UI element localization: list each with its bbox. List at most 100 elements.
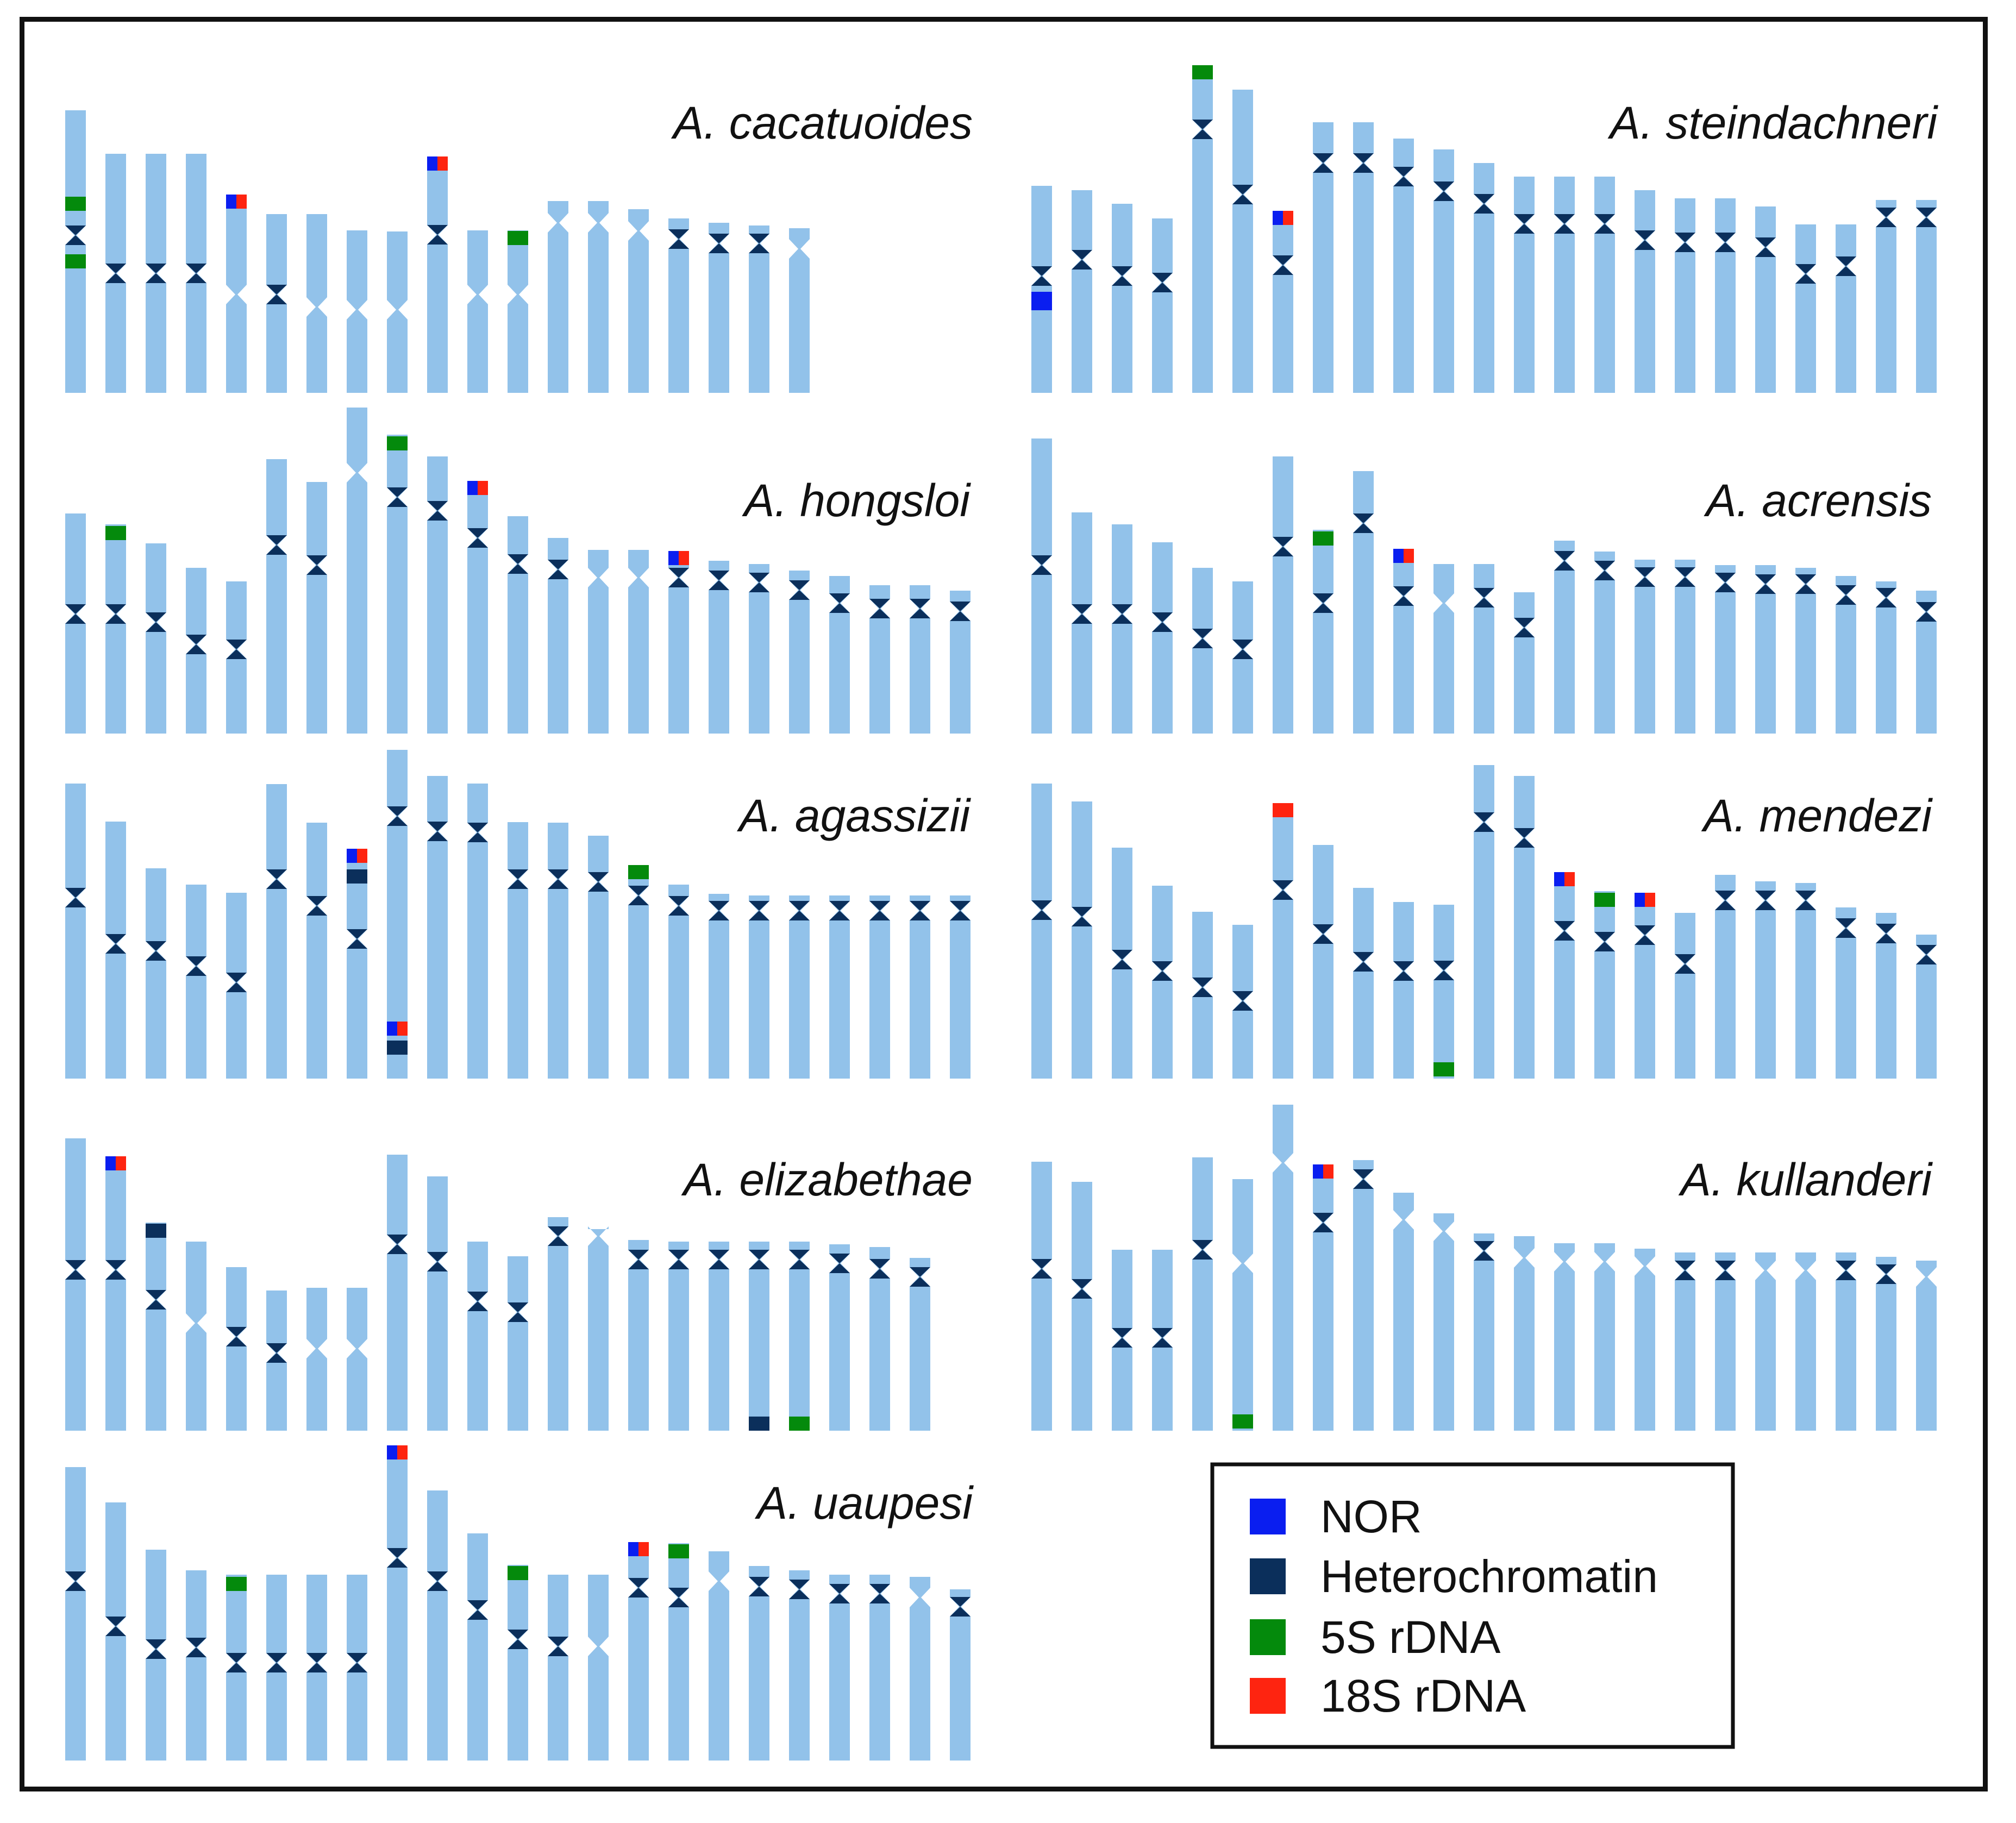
karyotype-panel: A. kullanderi <box>1031 1105 1937 1431</box>
18s-rdna-signal <box>397 1445 408 1459</box>
5s-rdna-signal <box>668 1544 689 1558</box>
chromosome-body <box>1795 883 1816 1079</box>
18s-rdna-signal <box>397 1022 408 1036</box>
chromosome <box>1112 1250 1132 1431</box>
chromosome-body <box>588 1226 609 1431</box>
18s-rdna-signal <box>1283 211 1293 225</box>
centromere-heterochromatin <box>1393 961 1414 981</box>
chromosome-body <box>427 456 448 734</box>
centromere-heterochromatin <box>709 234 729 253</box>
chromosome <box>1072 1182 1092 1431</box>
centromere-heterochromatin <box>548 560 568 579</box>
legend-box <box>1210 1462 1735 1749</box>
centromere-heterochromatin <box>749 1250 769 1269</box>
chromosome-body <box>910 895 930 1079</box>
chromosome <box>1594 1243 1615 1431</box>
chromosome <box>1836 224 1856 393</box>
nor-signal <box>347 849 357 863</box>
chromosome <box>467 1533 488 1761</box>
centromere-heterochromatin <box>146 1290 166 1310</box>
chromosome <box>1876 1257 1896 1431</box>
chromosome-body <box>427 1176 448 1431</box>
centromere-heterochromatin <box>467 823 488 842</box>
chromosome <box>146 1223 166 1431</box>
chromosome <box>910 895 930 1079</box>
chromosome <box>588 201 609 393</box>
chromosome <box>467 230 488 393</box>
centromere-heterochromatin <box>508 554 528 574</box>
chromosome-body <box>1393 139 1414 393</box>
chromosome <box>1393 139 1414 393</box>
species-label: A. uaupesi <box>754 1477 974 1528</box>
chromosome <box>1876 200 1896 393</box>
chromosome-body <box>1353 122 1374 393</box>
karyotype-panel: A. uaupesi <box>65 1445 974 1761</box>
chromosome <box>146 1550 166 1761</box>
centromere-heterochromatin <box>950 602 971 621</box>
chromosome-body <box>548 1217 568 1431</box>
chromosome-body <box>869 1247 890 1431</box>
chromosome-body <box>427 1490 448 1761</box>
chromosome <box>105 1156 126 1431</box>
chromosome-body <box>65 1138 86 1431</box>
5s-rdna-signal <box>65 254 86 268</box>
chromosome-body <box>789 1570 810 1761</box>
chromosome <box>266 214 287 393</box>
chromosome-body <box>347 849 367 1079</box>
chromosome-body <box>1433 149 1454 393</box>
chromosome <box>1112 524 1132 734</box>
legend-label: 5S rDNA <box>1320 1612 1500 1663</box>
centromere-heterochromatin <box>1594 932 1615 951</box>
chromosome-body <box>226 195 247 393</box>
chromosome-body <box>1554 541 1575 734</box>
chromosome <box>1715 875 1736 1079</box>
nor-signal <box>1554 872 1564 886</box>
centromere-heterochromatin <box>1313 924 1333 944</box>
legend-label: 18S rDNA <box>1320 1670 1526 1721</box>
centromere-heterochromatin <box>387 806 408 826</box>
centromere-heterochromatin <box>467 528 488 548</box>
centromere-heterochromatin <box>1353 513 1374 533</box>
legend-swatch <box>1250 1558 1286 1594</box>
centromere-heterochromatin <box>749 573 769 592</box>
18s-rdna-signal <box>116 1156 126 1170</box>
chromosome-body <box>146 1223 166 1431</box>
centromere-heterochromatin <box>146 941 166 961</box>
chromosome-body <box>1675 913 1695 1079</box>
chromosome <box>1675 1252 1695 1431</box>
chromosome-body <box>628 209 649 393</box>
chromosome <box>1514 177 1535 393</box>
chromosome-body <box>1514 177 1535 393</box>
centromere-heterochromatin <box>146 612 166 632</box>
centromere-heterochromatin <box>1232 185 1253 204</box>
centromere-heterochromatin <box>1192 629 1213 648</box>
chromosome-body <box>789 571 810 734</box>
karyotype-panel: A. cacatuoides <box>65 97 973 393</box>
centromere-heterochromatin <box>105 264 126 283</box>
chromosome <box>1152 218 1173 393</box>
chromosome <box>1675 560 1695 734</box>
nor-signal <box>1273 211 1283 225</box>
chromosome <box>829 895 850 1079</box>
centromere-heterochromatin <box>1554 921 1575 941</box>
chromosome <box>1755 206 1776 393</box>
chromosome-body <box>1554 177 1575 393</box>
chromosome <box>588 1226 609 1431</box>
centromere-heterochromatin <box>1232 991 1253 1011</box>
chromosome-body <box>1836 1252 1856 1431</box>
chromosome-body <box>65 1467 86 1761</box>
centromere-heterochromatin <box>306 1653 327 1672</box>
centromere-heterochromatin <box>1112 266 1132 286</box>
18s-rdna-signal <box>478 481 488 495</box>
chromosome-body <box>1635 190 1655 393</box>
chromosome <box>1192 65 1213 393</box>
chromosome <box>387 750 408 1079</box>
chromosome-body <box>1795 1252 1816 1431</box>
chromosome <box>789 571 810 734</box>
species-label: A. kullanderi <box>1678 1154 1933 1205</box>
chromosome <box>789 1242 810 1431</box>
chromosome <box>1594 891 1615 1079</box>
centromere-heterochromatin <box>1031 1259 1052 1279</box>
chromosome-body <box>668 1242 689 1431</box>
centromere-heterochromatin <box>789 580 810 600</box>
